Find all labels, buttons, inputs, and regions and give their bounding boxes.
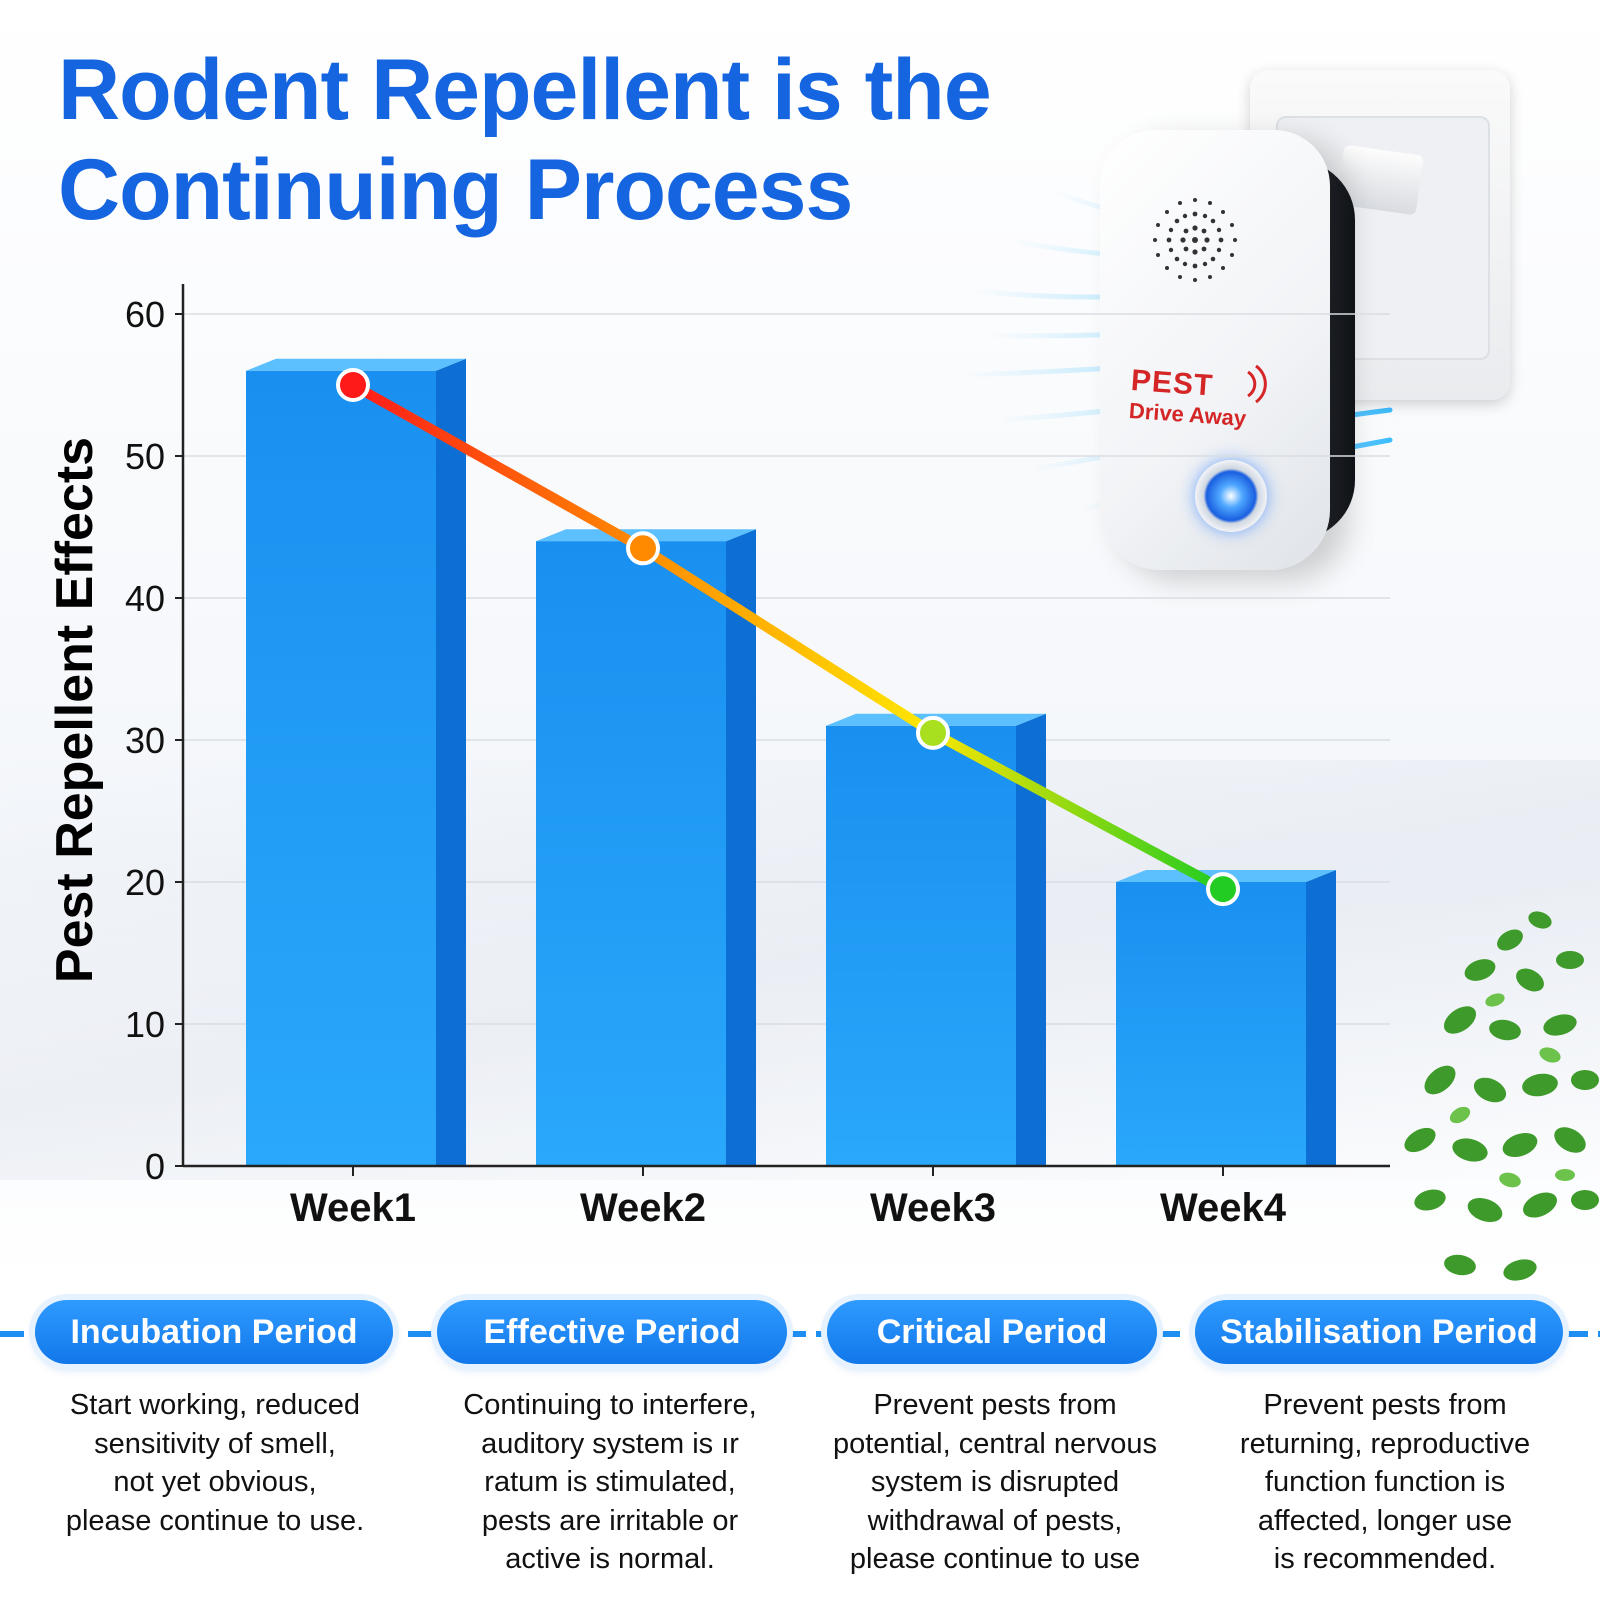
- desc-line: is recommended.: [1273, 1543, 1497, 1575]
- repeller-device: PEST Drive Away: [1100, 130, 1330, 570]
- bar-front: [1116, 882, 1306, 1166]
- period-desc-incubation: Start working, reduced sensitivity of sm…: [20, 1386, 410, 1540]
- x-tick-label: Week1: [290, 1186, 416, 1230]
- desc-line: affected, longer use: [1257, 1504, 1513, 1537]
- desc-line: Prevent pests from: [873, 1389, 1117, 1421]
- y-axis-label: Pest Repellent Effects: [46, 436, 104, 984]
- desc-line: Start working, reduced: [69, 1389, 361, 1421]
- desc-line: please continue to use.: [65, 1504, 365, 1537]
- desc-line: returning, reproductive: [1239, 1427, 1531, 1460]
- y-tick-label: 20: [125, 862, 165, 903]
- trend-point: [916, 715, 950, 750]
- trend-line-path: [348, 380, 1228, 895]
- title-line-2: Continuing Process: [58, 142, 853, 238]
- desc-line: please continue to use: [849, 1543, 1141, 1575]
- bar-Week4: [1116, 870, 1336, 1166]
- bar-front: [246, 370, 436, 1166]
- period-pill-critical: Critical Period: [827, 1300, 1157, 1364]
- bar-front: [826, 725, 1016, 1166]
- page-title: Rodent Repellent is the Continuing Proce…: [58, 40, 1138, 240]
- desc-line: active is normal.: [505, 1543, 715, 1575]
- desc-line: system is disrupted: [870, 1466, 1120, 1498]
- chart-bars: [246, 358, 1336, 1166]
- pest-effects-bar-chart: 0 10 20 30 40 50 60 Week1 Week2 Week3 Week4: [125, 284, 1390, 1230]
- desc-line: potential, central nervous: [832, 1427, 1158, 1460]
- power-led-icon: [1195, 460, 1267, 532]
- signal-icon: [1247, 364, 1267, 404]
- desc-line: not yet obvious,: [113, 1466, 317, 1498]
- period-pill-effective: Effective Period: [437, 1300, 787, 1364]
- bar-side: [726, 529, 756, 1166]
- bar-Week3: [826, 713, 1046, 1166]
- x-axis-ticks: Week1 Week2 Week3 Week4: [290, 1166, 1287, 1230]
- desc-line: withdrawal of pests,: [867, 1504, 1123, 1537]
- bar-side: [436, 358, 466, 1166]
- y-tick-label: 0: [145, 1146, 165, 1187]
- bar-side: [1306, 870, 1336, 1166]
- desc-line: sensitivity of smell,: [94, 1427, 336, 1460]
- desc-line: ratum is stimulated,: [484, 1466, 736, 1498]
- y-tick-label: 10: [125, 1004, 165, 1045]
- desc-line: function function is: [1264, 1466, 1506, 1498]
- bar-top: [246, 358, 466, 371]
- title-line-1: Rodent Repellent is the: [58, 42, 992, 138]
- repeller-device-illustration: PEST Drive Away: [957, 60, 1600, 580]
- bar-side: [1016, 713, 1046, 1166]
- desc-line: Prevent pests from: [1263, 1389, 1507, 1421]
- trend-point: [1206, 872, 1240, 907]
- period-timeline: [0, 1331, 1600, 1337]
- bar-Week1: [246, 358, 466, 1166]
- y-axis-ticks: 0 10 20 30 40 50 60: [125, 294, 183, 1187]
- y-tick-label: 40: [125, 578, 165, 619]
- y-tick-label: 60: [125, 294, 165, 335]
- x-tick-label: Week2: [580, 1186, 706, 1230]
- desc-line: pests are irritable or: [481, 1504, 739, 1537]
- period-pill-incubation: Incubation Period: [35, 1300, 393, 1364]
- desc-line: auditory system is ır: [481, 1427, 739, 1460]
- trend-point: [336, 368, 370, 402]
- bar-Week2: [536, 529, 756, 1166]
- period-desc-stabilisation: Prevent pests from returning, reproducti…: [1195, 1386, 1575, 1579]
- x-tick-label: Week3: [870, 1186, 996, 1230]
- period-desc-critical: Prevent pests from potential, central ne…: [805, 1386, 1185, 1579]
- trend-line: [336, 368, 1240, 907]
- period-desc-effective: Continuing to interfere, auditory system…: [415, 1386, 805, 1579]
- x-tick-label: Week4: [1160, 1186, 1287, 1230]
- trend-point: [626, 531, 660, 566]
- bar-front: [536, 541, 726, 1166]
- y-tick-label: 30: [125, 720, 165, 761]
- chart-axes: [181, 284, 1390, 1168]
- y-tick-label: 50: [125, 436, 165, 477]
- plant-icon: [1404, 911, 1599, 1281]
- desc-line: Continuing to interfere,: [463, 1389, 757, 1421]
- period-pill-stabilisation: Stabilisation Period: [1195, 1300, 1563, 1364]
- speaker-grill-icon: [1153, 198, 1237, 282]
